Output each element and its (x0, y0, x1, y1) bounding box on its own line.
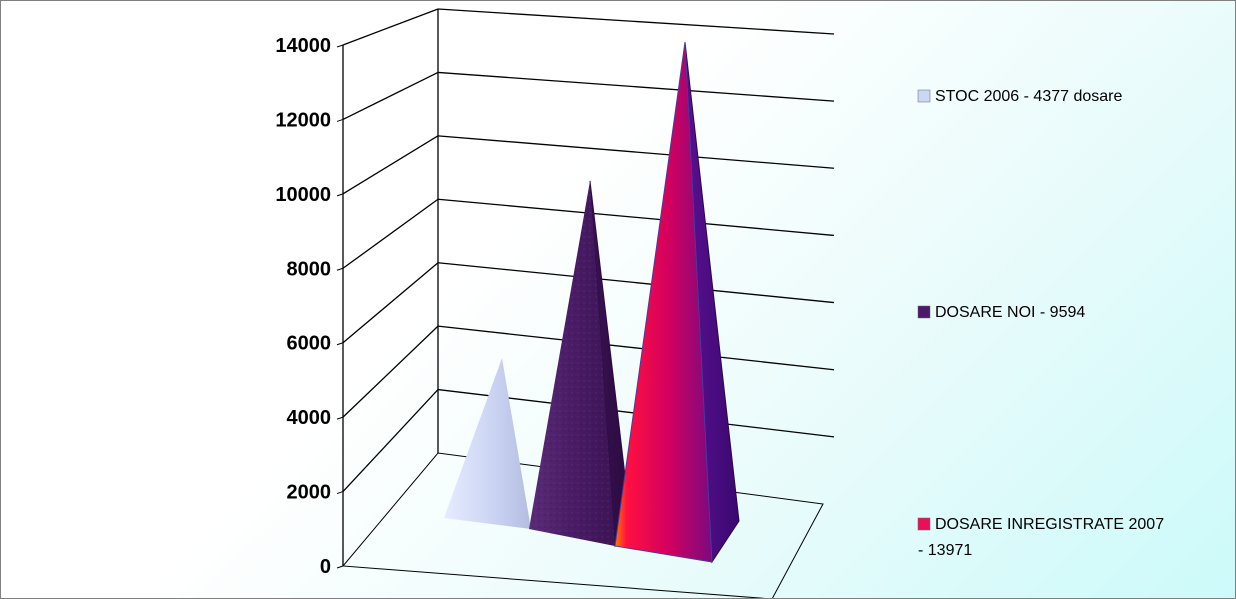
pyramid-bars (444, 42, 740, 564)
y-tick-mark (336, 342, 344, 346)
floor-outline (341, 452, 824, 598)
legend: STOC 2006 - 4377 dosare DOSARE NOI - 9594… (917, 88, 1164, 559)
gridline-back (437, 198, 835, 237)
gridline-back (437, 71, 835, 102)
y-tick-label: 14000 (275, 35, 331, 57)
legend-label-line2: - 13971 (918, 542, 972, 559)
y-tick-mark (336, 193, 344, 197)
axes (342, 9, 439, 566)
bar-stoc-2006 (444, 358, 531, 529)
y-tick-label: 4000 (287, 407, 332, 429)
gridline-depth (342, 71, 439, 121)
gridline-depth (342, 135, 439, 195)
legend-label: STOC 2006 - 4377 dosare (935, 88, 1122, 105)
legend-swatch (917, 517, 931, 531)
y-tick-label: 6000 (287, 333, 332, 355)
legend-label: DOSARE INREGISTRATE 2007 (935, 516, 1164, 533)
y-tick-mark (336, 565, 344, 569)
gridline-depth (342, 198, 439, 269)
gridline-depth (342, 389, 439, 493)
y-tick-label: 2000 (287, 482, 332, 504)
gridline-depth (342, 325, 439, 418)
bar-dosare-noi-texture (529, 180, 615, 547)
gridline-depth (342, 8, 439, 46)
gridline-depth (342, 262, 439, 344)
bar-dosare-inregistrate (614, 42, 713, 563)
y-tick-mark (336, 267, 344, 271)
gridline-back (437, 325, 835, 371)
gridlines (336, 8, 835, 569)
y-tick-mark (336, 118, 344, 122)
gridline-back (437, 135, 835, 169)
y-tick-mark (336, 44, 344, 48)
y-tick-label: 10000 (275, 184, 331, 206)
chart-floor (341, 452, 824, 598)
y-tick-label: 0 (320, 556, 331, 578)
gridline-back (437, 8, 835, 35)
legend-swatch (917, 89, 931, 103)
y-tick-labels: 0 2000 4000 6000 8000 10000 12000 14000 (275, 35, 331, 578)
gridline-back (437, 262, 835, 304)
y-tick-mark (336, 491, 344, 495)
legend-swatch (917, 305, 931, 319)
y-tick-label: 12000 (275, 109, 331, 131)
y-tick-mark (336, 416, 344, 420)
legend-label: DOSARE NOI - 9594 (935, 304, 1085, 321)
y-tick-label: 8000 (287, 258, 332, 280)
